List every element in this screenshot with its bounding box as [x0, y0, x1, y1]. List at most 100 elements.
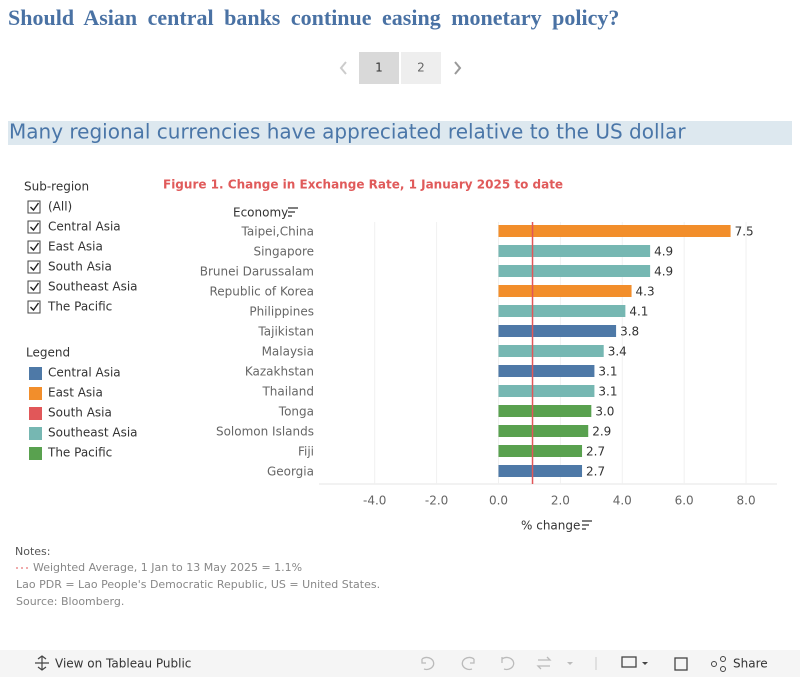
legend-label: East Asia — [48, 386, 103, 400]
legend-swatch — [29, 367, 42, 380]
x-tick-label: 6.0 — [675, 494, 694, 508]
toolbar-view[interactable]: View on Tableau Public — [55, 657, 191, 671]
prev-arrow[interactable] — [339, 61, 347, 75]
subtitle-band — [8, 121, 792, 145]
category-header: Economy — [233, 206, 288, 220]
y-tick-label: Tonga — [278, 405, 314, 419]
legend-label: South Asia — [48, 406, 112, 420]
checkbox-label[interactable]: East Asia — [48, 240, 103, 254]
y-tick-label: Malaysia — [262, 345, 314, 359]
share-icon[interactable] — [711, 661, 717, 667]
x-tick-label: -4.0 — [363, 494, 386, 508]
filter-title: Sub-region — [24, 180, 89, 194]
checkmark[interactable] — [30, 222, 40, 232]
notes-line: Lao PDR = Lao People's Democratic Republ… — [16, 578, 380, 591]
legend-label: Central Asia — [48, 366, 121, 380]
page-label[interactable]: 2 — [417, 61, 425, 75]
checkbox-label[interactable]: (All) — [48, 200, 72, 214]
sort-icon[interactable] — [582, 520, 592, 530]
value-label: 3.8 — [620, 325, 639, 339]
checkmark[interactable] — [30, 262, 40, 272]
legend-label: Southeast Asia — [48, 426, 138, 440]
legend-swatch — [29, 387, 42, 400]
value-label: 4.3 — [636, 285, 655, 299]
legend-title: Legend — [26, 346, 70, 360]
bar — [498, 345, 604, 357]
checkbox-label[interactable]: Central Asia — [48, 220, 121, 234]
y-tick-label: Thailand — [261, 385, 314, 399]
page-button[interactable] — [359, 52, 399, 84]
subtitle: Many regional currencies have appreciate… — [9, 120, 686, 144]
legend-swatch — [29, 447, 42, 460]
undo-icon[interactable] — [421, 656, 435, 671]
share-icon[interactable] — [720, 656, 726, 662]
x-tick-label: 0.0 — [489, 494, 508, 508]
page-title: Should Asian central banks continue easi… — [8, 5, 619, 30]
bar — [498, 285, 632, 297]
bar — [498, 465, 583, 477]
toolbar-share[interactable]: Share — [733, 657, 768, 671]
notes-title: Notes: — [15, 545, 50, 558]
legend-swatch — [29, 407, 42, 420]
checkbox-label[interactable]: Southeast Asia — [48, 280, 138, 294]
x-tick-label: 2.0 — [551, 494, 570, 508]
value-label: 4.9 — [654, 245, 673, 259]
value-label: 4.1 — [629, 305, 648, 319]
checkmark[interactable] — [30, 302, 40, 312]
y-tick-label: Fiji — [298, 445, 314, 459]
value-label: 2.9 — [592, 425, 611, 439]
page-label[interactable]: 1 — [375, 61, 383, 75]
tableau-icon[interactable] — [35, 655, 49, 671]
checkbox-label[interactable]: South Asia — [48, 260, 112, 274]
bar — [498, 445, 583, 457]
y-tick-label: Republic of Korea — [209, 285, 314, 299]
y-tick-label: Philippines — [249, 305, 314, 319]
page-button[interactable] — [401, 52, 441, 84]
notes-reference: Weighted Average, 1 Jan to 13 May 2025 =… — [33, 561, 302, 574]
toolbar — [0, 650, 800, 677]
next-arrow[interactable] — [454, 61, 462, 75]
bar — [498, 365, 595, 377]
checkmark[interactable] — [30, 202, 40, 212]
legend-label: The Pacific — [47, 446, 112, 460]
y-tick-label: Taipei,China — [241, 225, 314, 239]
bar — [498, 225, 731, 237]
y-tick-label: Solomon Islands — [216, 425, 314, 439]
y-tick-label: Singapore — [253, 245, 314, 259]
fullscreen-icon[interactable] — [674, 657, 688, 671]
value-label: 2.7 — [586, 465, 605, 479]
y-tick-label: Kazakhstan — [245, 365, 314, 379]
value-label: 3.1 — [598, 365, 617, 379]
refresh-icon[interactable] — [536, 656, 552, 670]
y-tick-label: Tajikistan — [257, 325, 314, 339]
x-axis-label: % change — [521, 519, 580, 533]
redo-icon[interactable] — [461, 656, 475, 671]
bar — [498, 385, 595, 397]
value-label: 3.0 — [595, 405, 614, 419]
revert-icon[interactable] — [501, 656, 515, 671]
checkbox-label[interactable]: The Pacific — [47, 300, 112, 314]
comment-icon[interactable] — [621, 656, 637, 668]
bar — [498, 305, 626, 317]
bar — [498, 425, 589, 437]
share-icon[interactable] — [720, 666, 726, 672]
bar — [498, 265, 651, 277]
value-label: 3.4 — [608, 345, 627, 359]
value-label: 7.5 — [735, 225, 754, 239]
y-tick-label: Georgia — [267, 465, 314, 479]
y-tick-label: Brunei Darussalam — [200, 265, 314, 279]
bar — [498, 325, 617, 337]
checkmark[interactable] — [30, 282, 40, 292]
value-label: 4.9 — [654, 265, 673, 279]
x-tick-label: 4.0 — [613, 494, 632, 508]
dropdown[interactable] — [567, 662, 573, 665]
dropdown[interactable] — [642, 662, 648, 665]
checkmark[interactable] — [30, 242, 40, 252]
x-tick-label: 8.0 — [737, 494, 756, 508]
sort-icon[interactable] — [288, 207, 298, 217]
bar — [498, 245, 651, 257]
notes-line: Source: Bloomberg. — [16, 595, 124, 608]
bar — [498, 405, 592, 417]
chart-title: Figure 1. Change in Exchange Rate, 1 Jan… — [163, 178, 563, 192]
